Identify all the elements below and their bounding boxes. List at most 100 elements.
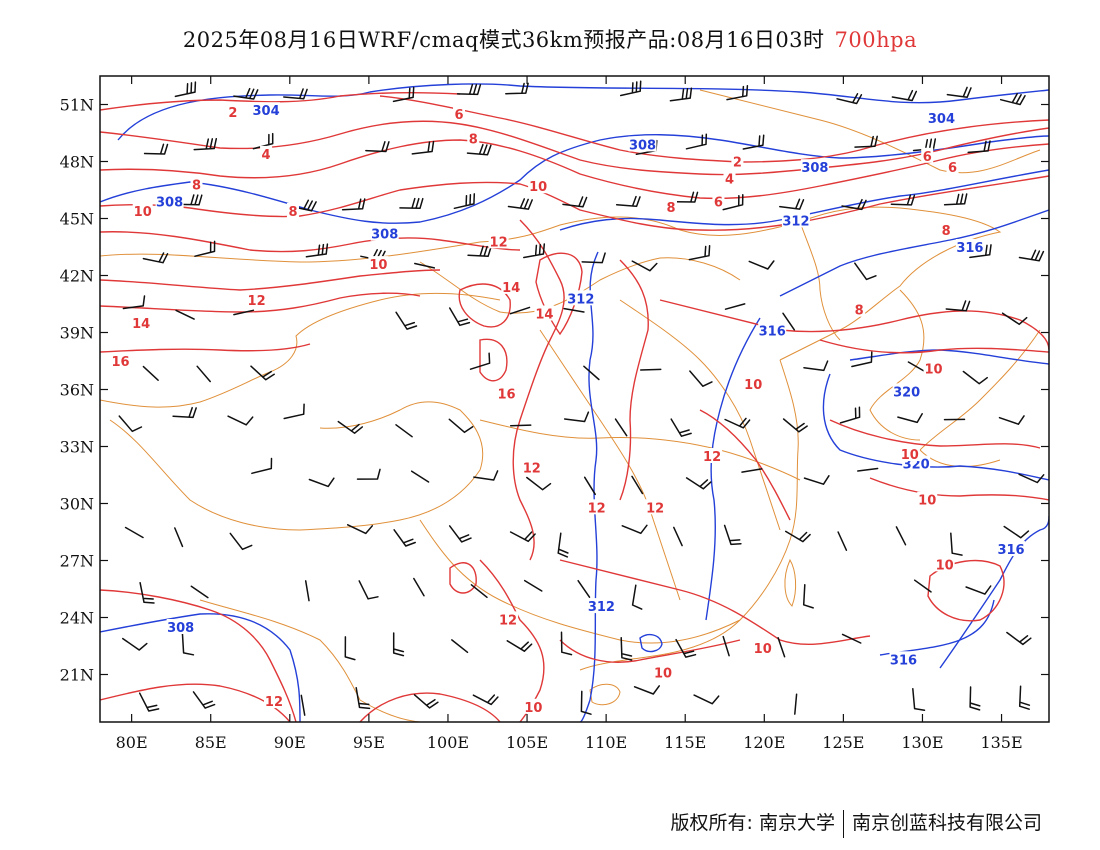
temperature-contour-label: 12 xyxy=(588,501,606,516)
temperature-contour-label: 12 xyxy=(499,613,517,628)
temperature-contour-label-halo xyxy=(286,202,299,218)
height-contour-312-north xyxy=(559,169,1049,231)
lon-tick-label: 110E xyxy=(585,733,627,752)
wind-barb xyxy=(523,579,543,592)
wind-barb xyxy=(563,411,590,423)
wind-barb xyxy=(965,585,992,595)
temp-contour-8-north xyxy=(100,139,1049,200)
height-contour-label-halo xyxy=(997,541,1026,557)
temperature-contour-label: 10 xyxy=(529,180,547,195)
wind-barb xyxy=(1006,631,1032,646)
wind-barb xyxy=(393,529,416,547)
wind-barb xyxy=(118,415,143,433)
wind-barb xyxy=(722,194,744,211)
lon-tick-label: 130E xyxy=(901,733,943,752)
temperature-contour-label-halo xyxy=(190,176,203,192)
wind-barb xyxy=(748,260,775,270)
lat-tick-label: 27N xyxy=(60,552,94,571)
height-contour-label: 312 xyxy=(588,600,615,615)
wind-barb xyxy=(283,403,305,420)
lon-tick-label: 125E xyxy=(822,733,864,752)
height-contour-320-east xyxy=(822,373,1049,481)
temperature-contour-label-halo xyxy=(645,499,666,515)
temperature-contour-label: 6 xyxy=(948,161,957,176)
temperature-contour-label-halo xyxy=(723,170,736,186)
temperature-contour-label: 10 xyxy=(936,558,954,573)
height-contour-label: 312 xyxy=(567,292,594,307)
temp-contour-12-mid xyxy=(512,219,565,561)
height-contour-label: 316 xyxy=(997,543,1024,558)
province-line-3 xyxy=(619,299,781,531)
wind-barb xyxy=(300,694,306,716)
wind-barb xyxy=(193,137,218,151)
wind-barb xyxy=(557,532,569,558)
wind-barb xyxy=(803,475,830,485)
wind-barb xyxy=(563,307,585,313)
height-contour-label-halo xyxy=(628,136,657,152)
temperature-contour-label: 6 xyxy=(455,108,464,123)
temperature-contour-label: 10 xyxy=(654,667,672,682)
wind-barb xyxy=(448,525,472,543)
height-contour-label: 308 xyxy=(167,621,194,636)
lat-tick-label: 33N xyxy=(60,438,94,457)
height-contour-label: 308 xyxy=(371,228,398,243)
height-contour-label: 316 xyxy=(759,325,786,340)
temp-contour-12-sw-2 xyxy=(100,589,297,722)
temp-contour-10-south xyxy=(559,559,871,646)
height-contour-label-halo xyxy=(566,290,595,306)
wind-barb xyxy=(999,93,1026,106)
lat-tick-label: 39N xyxy=(60,324,94,343)
temperature-contour-label-halo xyxy=(132,202,153,218)
temperature-contour-label-halo xyxy=(521,459,542,475)
temperature-contour-label-halo xyxy=(260,145,273,161)
wind-barb xyxy=(341,198,366,211)
height-contour-label-halo xyxy=(587,598,616,614)
lon-tick-label: 115E xyxy=(664,733,706,752)
province-line-1 xyxy=(539,329,681,601)
temperature-contour-label: 6 xyxy=(714,195,723,210)
height-contour-label: 312 xyxy=(782,214,809,229)
wind-barb xyxy=(779,198,805,210)
wind-barb xyxy=(857,467,879,472)
wind-barb xyxy=(836,93,863,105)
temperature-contour-label-halo xyxy=(496,385,517,401)
lon-tick-label: 135E xyxy=(980,733,1022,752)
wind-barb xyxy=(453,193,476,210)
wind-barb xyxy=(143,143,169,155)
wind-barb xyxy=(724,417,751,429)
temperature-contour-label-halo xyxy=(586,499,607,515)
wind-barb xyxy=(950,532,963,556)
temperature-contour-label: 8 xyxy=(192,178,201,193)
temp-contour-14 xyxy=(100,292,421,313)
wind-barb xyxy=(365,141,390,153)
temperature-contour-label: 10 xyxy=(369,258,387,273)
wind-barb xyxy=(782,312,796,331)
coastline-east xyxy=(579,359,799,671)
temperature-contour-label: 12 xyxy=(248,294,266,309)
temperature-contour-label: 12 xyxy=(703,450,721,465)
temperature-contour-label: 14 xyxy=(502,281,520,296)
height-contour-label-halo xyxy=(955,239,984,254)
wind-barb xyxy=(562,196,588,208)
height-contour-label-halo xyxy=(781,212,810,228)
wind-barb xyxy=(175,309,195,320)
temperature-contour-label-halo xyxy=(923,360,944,376)
height-contour-label-halo xyxy=(252,102,281,118)
wind-barb xyxy=(358,580,379,600)
height-contour-label-halo xyxy=(889,651,918,667)
boundary-layer xyxy=(100,89,1041,722)
china-border-north xyxy=(100,206,1002,361)
temp-contour-12-north xyxy=(100,231,521,253)
temperature-contour-label: 10 xyxy=(918,494,936,509)
wind-barb xyxy=(897,413,923,424)
wind-barb xyxy=(291,199,317,212)
wind-barb xyxy=(509,306,531,315)
wind-barb xyxy=(967,140,991,154)
wind-barb xyxy=(194,240,216,257)
southwest-border xyxy=(199,599,421,722)
wind-barb xyxy=(907,361,927,373)
wind-barb xyxy=(467,245,492,258)
wind-barb xyxy=(583,365,600,381)
temperature-contour-label-halo xyxy=(368,256,389,272)
